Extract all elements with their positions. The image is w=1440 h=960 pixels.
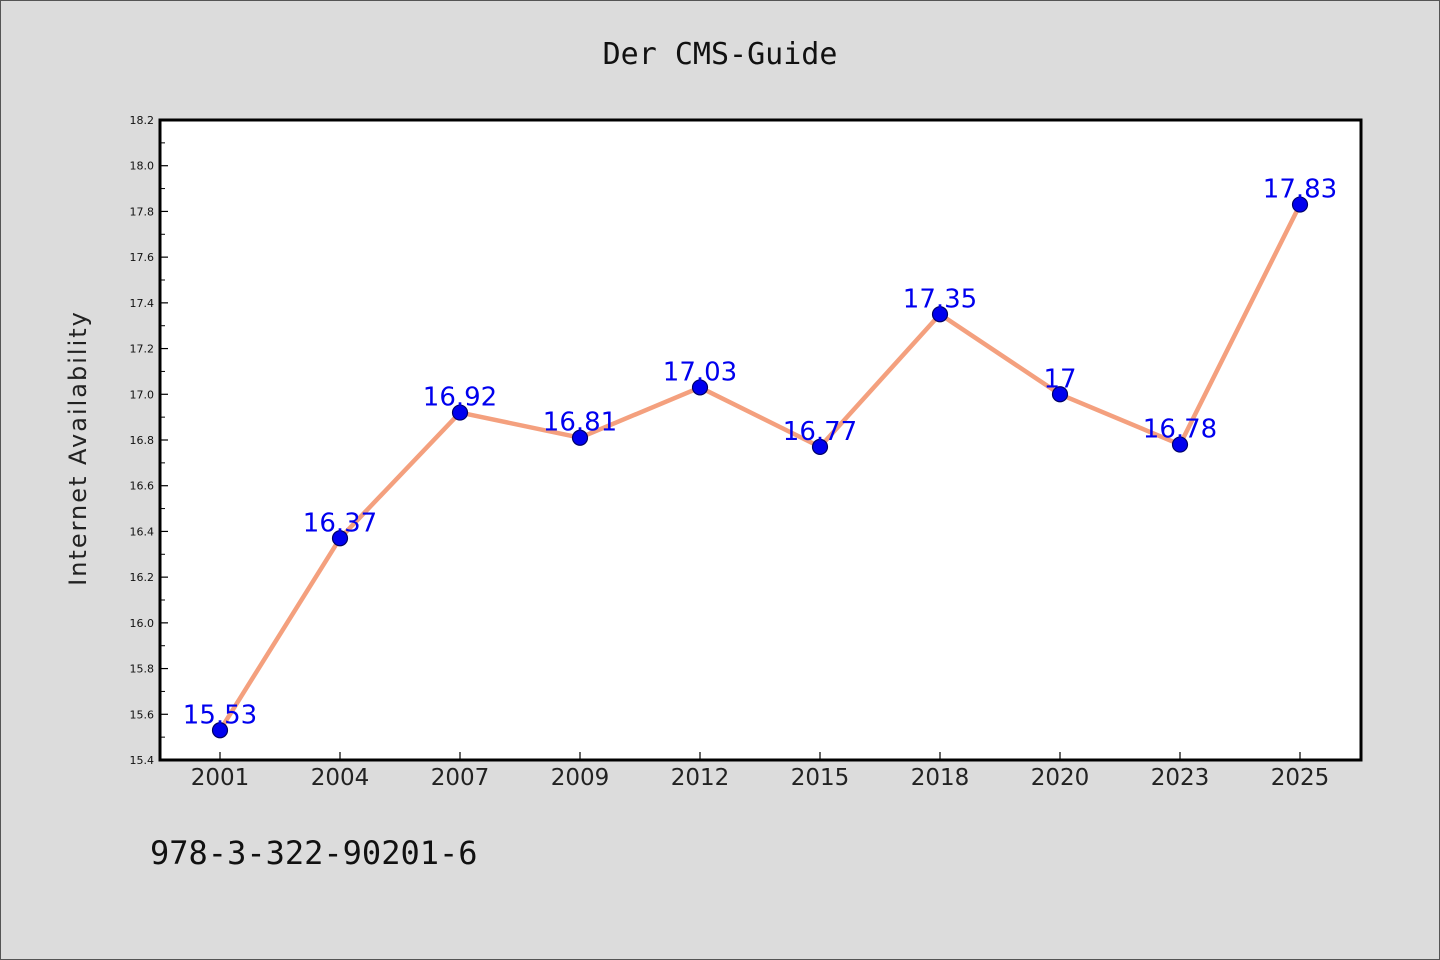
x-tick-label: 2018 xyxy=(911,765,970,791)
data-label: 15.53 xyxy=(183,700,257,730)
series-line-group: 15.53 16.37 16.92 16.81 17.03 16.77 17.35 17 16.… xyxy=(183,175,1337,739)
y-tick-label: 15.6 xyxy=(130,708,155,721)
x-tick-label: 2023 xyxy=(1151,765,1210,791)
y-tick-label: 17.0 xyxy=(130,388,155,401)
data-label: 16.92 xyxy=(423,383,497,413)
y-tick-label: 16.8 xyxy=(130,434,155,447)
plot-area xyxy=(158,118,1363,762)
y-tick-label: 15.4 xyxy=(130,754,155,767)
y-axis: 15.4 15.6 15.8 16.0 16.2 16.4 16.6 16.8 17.0 17.2… xyxy=(130,114,168,767)
chart-title: Der CMS-Guide xyxy=(603,37,838,72)
data-label: 17.83 xyxy=(1263,175,1337,205)
x-tick-label: 2025 xyxy=(1271,765,1330,791)
y-tick-label: 16.0 xyxy=(130,617,155,630)
data-point-marker xyxy=(1171,436,1189,453)
x-tick-label: 2004 xyxy=(311,765,370,791)
x-tick-label: 2009 xyxy=(551,765,610,791)
data-point-marker xyxy=(811,438,829,455)
y-tick-label: 17.2 xyxy=(130,343,155,356)
data-label: 17 xyxy=(1043,364,1076,394)
y-tick-label: 17.8 xyxy=(130,205,155,218)
data-point-marker xyxy=(1051,386,1069,403)
y-tick-label: 16.4 xyxy=(130,525,155,538)
data-point-marker xyxy=(691,379,709,396)
data-point-marker xyxy=(211,722,229,739)
y-axis-label: Internet Availability xyxy=(64,310,92,586)
y-tick-label: 17.4 xyxy=(130,297,155,310)
data-label: 17.03 xyxy=(663,357,737,387)
y-tick-label: 18.0 xyxy=(130,160,155,173)
x-tick-label: 2001 xyxy=(191,765,250,791)
y-tick-label: 16.6 xyxy=(130,480,155,493)
data-point-marker xyxy=(931,306,949,323)
x-tick-label: 2020 xyxy=(1031,765,1090,791)
data-point-marker xyxy=(571,429,589,446)
y-tick-label: 18.2 xyxy=(130,114,155,127)
x-axis: 2001 2004 2007 2009 2012 2015 2018 2020 2023 2025 xyxy=(191,752,1330,791)
data-point-marker xyxy=(1291,196,1309,213)
y-tick-label: 15.8 xyxy=(130,663,155,676)
data-label: 16.77 xyxy=(783,417,857,447)
x-tick-label: 2015 xyxy=(791,765,850,791)
series-line xyxy=(217,202,1303,733)
x-tick-label: 2007 xyxy=(431,765,490,791)
y-tick-label: 17.6 xyxy=(130,251,155,264)
data-label: 16.37 xyxy=(303,508,377,538)
y-tick-label: 16.2 xyxy=(130,571,155,584)
data-label: 16.81 xyxy=(543,408,617,438)
data-label: 16.78 xyxy=(1143,415,1217,445)
x-tick-label: 2012 xyxy=(671,765,730,791)
isbn-text: 978-3-322-90201-6 xyxy=(150,834,478,872)
data-point-marker xyxy=(451,404,469,421)
data-point-marker xyxy=(331,530,349,547)
data-label: 17.35 xyxy=(903,284,977,314)
